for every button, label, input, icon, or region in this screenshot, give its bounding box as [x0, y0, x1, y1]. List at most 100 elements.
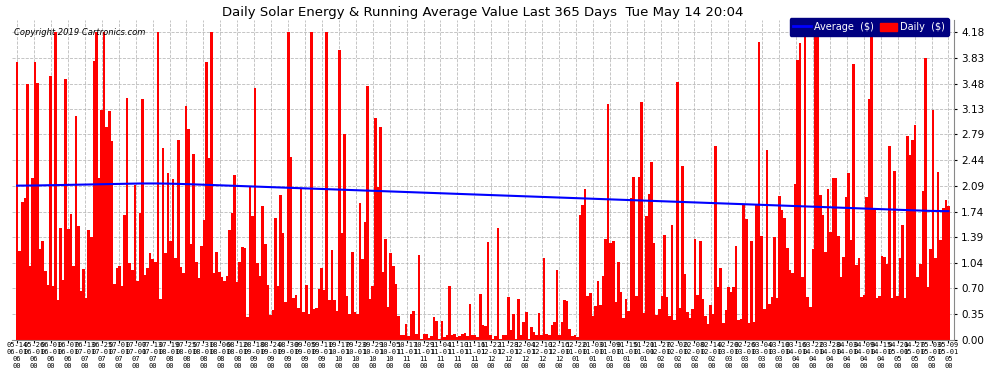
- Bar: [476, 337, 479, 340]
- Bar: [169, 241, 172, 340]
- Bar: [397, 316, 400, 340]
- Bar: [441, 321, 444, 340]
- Bar: [341, 233, 344, 340]
- Bar: [405, 324, 407, 340]
- Bar: [479, 294, 481, 340]
- Bar: [750, 240, 752, 340]
- Bar: [770, 297, 773, 340]
- Bar: [318, 289, 321, 340]
- Bar: [633, 177, 635, 340]
- Bar: [704, 316, 707, 340]
- Bar: [807, 297, 809, 340]
- Bar: [783, 218, 786, 340]
- Bar: [691, 309, 694, 340]
- Bar: [44, 271, 47, 340]
- Bar: [886, 264, 888, 340]
- Bar: [126, 98, 129, 340]
- Bar: [463, 333, 466, 340]
- Bar: [528, 339, 530, 340]
- Bar: [620, 292, 623, 340]
- Bar: [543, 258, 545, 340]
- Bar: [420, 339, 423, 340]
- Bar: [896, 296, 899, 340]
- Bar: [660, 296, 663, 340]
- Bar: [735, 246, 738, 340]
- Bar: [315, 308, 318, 340]
- Bar: [678, 308, 681, 340]
- Bar: [72, 266, 74, 340]
- Bar: [760, 236, 763, 340]
- Bar: [788, 270, 791, 340]
- Bar: [852, 63, 855, 340]
- Bar: [597, 281, 599, 340]
- Bar: [379, 127, 382, 340]
- Bar: [489, 335, 492, 340]
- Bar: [394, 284, 397, 340]
- Bar: [548, 334, 550, 340]
- Bar: [182, 273, 185, 340]
- Bar: [901, 225, 904, 340]
- Bar: [239, 262, 241, 340]
- Bar: [166, 173, 169, 340]
- Bar: [436, 321, 438, 340]
- Bar: [891, 298, 893, 340]
- Bar: [295, 295, 297, 340]
- Bar: [253, 88, 256, 340]
- Bar: [919, 264, 922, 340]
- Bar: [712, 314, 715, 340]
- Bar: [348, 314, 351, 340]
- Bar: [686, 312, 689, 340]
- Bar: [571, 336, 573, 340]
- Bar: [121, 286, 124, 340]
- Bar: [832, 178, 835, 340]
- Bar: [32, 178, 34, 340]
- Bar: [817, 32, 820, 340]
- Bar: [93, 61, 95, 340]
- Bar: [689, 318, 691, 340]
- Bar: [190, 244, 192, 340]
- Legend: Average  ($), Daily  ($): Average ($), Daily ($): [789, 18, 948, 36]
- Bar: [450, 335, 453, 340]
- Bar: [888, 147, 891, 340]
- Bar: [658, 309, 660, 340]
- Bar: [251, 216, 253, 340]
- Bar: [602, 276, 604, 340]
- Bar: [358, 203, 361, 340]
- Bar: [752, 322, 755, 340]
- Bar: [881, 256, 883, 340]
- Bar: [840, 278, 842, 340]
- Bar: [142, 99, 144, 340]
- Bar: [85, 298, 87, 340]
- Bar: [505, 335, 507, 340]
- Bar: [37, 83, 39, 340]
- Bar: [297, 308, 300, 340]
- Bar: [351, 252, 353, 340]
- Bar: [218, 272, 221, 340]
- Bar: [310, 32, 313, 340]
- Bar: [599, 305, 602, 340]
- Bar: [389, 253, 392, 340]
- Bar: [259, 276, 261, 340]
- Bar: [200, 246, 203, 340]
- Bar: [16, 62, 19, 340]
- Bar: [722, 323, 725, 340]
- Bar: [512, 314, 515, 340]
- Bar: [56, 300, 59, 340]
- Bar: [444, 337, 446, 340]
- Bar: [665, 297, 668, 340]
- Bar: [591, 316, 594, 340]
- Bar: [177, 140, 179, 340]
- Bar: [116, 268, 118, 340]
- Bar: [763, 309, 765, 340]
- Bar: [77, 226, 80, 340]
- Bar: [581, 205, 584, 340]
- Bar: [139, 213, 142, 340]
- Bar: [241, 247, 244, 340]
- Bar: [376, 187, 379, 340]
- Bar: [87, 230, 90, 340]
- Bar: [914, 125, 917, 340]
- Bar: [21, 202, 24, 340]
- Bar: [59, 228, 62, 340]
- Bar: [862, 295, 865, 340]
- Bar: [100, 110, 103, 340]
